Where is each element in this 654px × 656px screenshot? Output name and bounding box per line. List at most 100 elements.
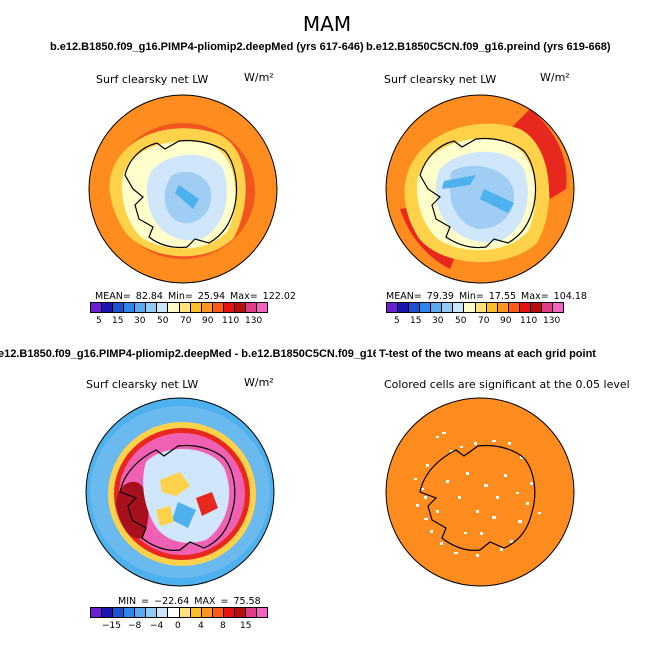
variable-label-top-left: Surf clearsky net LW bbox=[96, 73, 209, 86]
colorbar-swatch bbox=[201, 608, 213, 617]
non-significant-cells bbox=[414, 432, 541, 557]
colorbar-tick: 90 bbox=[500, 316, 512, 326]
colorbar-swatch bbox=[256, 303, 267, 312]
colorbar-swatch bbox=[442, 303, 454, 312]
colorbar-swatch bbox=[212, 303, 224, 312]
polar-map-bottom-left bbox=[85, 397, 275, 587]
warm-patch bbox=[160, 472, 190, 496]
panel-subtitle-bottom-right: Colored cells are significant at the 0.0… bbox=[384, 378, 630, 391]
colorbar-swatch bbox=[157, 608, 169, 617]
colorbar-swatch bbox=[168, 303, 180, 312]
colorbar-tick: 30 bbox=[134, 316, 146, 326]
stats-top-left: MEAN= 82.84 Min= 25.94 Max= 122.02 bbox=[95, 291, 296, 302]
colorbar-tick: 8 bbox=[220, 621, 226, 631]
colorbar-swatch bbox=[113, 303, 125, 312]
colorbar-swatch bbox=[201, 303, 213, 312]
significant-cells bbox=[386, 398, 574, 586]
colorbar-swatch bbox=[223, 303, 235, 312]
colorbar-swatch bbox=[245, 608, 257, 617]
colorbar-swatch bbox=[464, 303, 476, 312]
colorbar-swatch bbox=[541, 303, 553, 312]
colorbar-swatch bbox=[497, 303, 509, 312]
colorbar-tick: 130 bbox=[245, 316, 263, 326]
colorbar-swatch bbox=[245, 303, 257, 312]
colorbar-swatch bbox=[552, 303, 563, 312]
variable-label-bottom-left: Surf clearsky net LW bbox=[86, 378, 199, 391]
colorbar-tick: −8 bbox=[128, 621, 142, 631]
colorbar-swatch bbox=[453, 303, 465, 312]
polar-map-top-left bbox=[88, 94, 278, 284]
colorbar-tick: 5 bbox=[394, 316, 400, 326]
colorbar-swatch bbox=[508, 303, 520, 312]
colorbar-swatch bbox=[168, 608, 180, 617]
colorbar-swatch bbox=[530, 303, 542, 312]
colorbar-swatch bbox=[91, 608, 103, 617]
colorbar-tick: 15 bbox=[112, 316, 124, 326]
panel-title-bottom-right: T-test of the two means at each grid poi… bbox=[379, 348, 596, 360]
units-label-bottom-left: W/m² bbox=[244, 376, 274, 389]
colorbar-tick: −4 bbox=[150, 621, 164, 631]
colorbar-tick: 4 bbox=[198, 621, 204, 631]
cool-patch bbox=[172, 502, 196, 528]
stats-top-right: MEAN= 79.39 Min= 17.55 Max= 104.18 bbox=[386, 291, 587, 302]
colorbar-swatch bbox=[519, 303, 531, 312]
coastline bbox=[119, 444, 236, 551]
colorbar-swatch bbox=[223, 608, 235, 617]
ice-streak bbox=[480, 189, 514, 213]
colorbar-tick: 50 bbox=[157, 316, 169, 326]
colorbar-swatch bbox=[475, 303, 487, 312]
coastline bbox=[419, 444, 536, 551]
colorbar-swatch bbox=[420, 303, 432, 312]
colorbar-top-left bbox=[90, 302, 268, 313]
colorbar-tick: 5 bbox=[96, 316, 102, 326]
units-label-top-right: W/m² bbox=[540, 71, 570, 84]
colorbar-swatch bbox=[387, 303, 399, 312]
coastline bbox=[419, 137, 537, 249]
colorbar-swatch bbox=[234, 303, 246, 312]
figure-title: MAM bbox=[302, 12, 352, 36]
warm-patch bbox=[156, 506, 174, 526]
colorbar-swatch bbox=[157, 303, 169, 312]
polar-map-top-right bbox=[385, 94, 575, 284]
variable-label-top-right: Surf clearsky net LW bbox=[384, 73, 497, 86]
ice-streak bbox=[442, 175, 476, 189]
stats-bottom-left: MIN = −22.64 MAX = 75.58 bbox=[118, 596, 261, 607]
colorbar-tick: 0 bbox=[175, 621, 181, 631]
coastline bbox=[124, 139, 238, 249]
colorbar-tick: 130 bbox=[543, 316, 561, 326]
panel-title-top-left: b.e12.B1850.f09_g16.PIMP4-pliomip2.deepM… bbox=[50, 41, 364, 53]
colorbar-swatch bbox=[179, 608, 191, 617]
colorbar-swatch bbox=[409, 303, 421, 312]
colorbar-swatch bbox=[102, 608, 114, 617]
colorbar-swatch bbox=[190, 303, 202, 312]
colorbar-swatch bbox=[146, 608, 158, 617]
colorbar-swatch bbox=[234, 608, 246, 617]
colorbar-swatch bbox=[135, 608, 147, 617]
colorbar-tick: 30 bbox=[432, 316, 444, 326]
colorbar-tick: 70 bbox=[478, 316, 490, 326]
warm-patch bbox=[196, 492, 218, 516]
colorbar-tick: 50 bbox=[455, 316, 467, 326]
colorbar-swatch bbox=[190, 608, 202, 617]
colorbar-swatch bbox=[113, 608, 125, 617]
panel-title-top-right: b.e12.B1850C5CN.f09_g16.preind (yrs 619-… bbox=[366, 41, 611, 53]
colorbar-tick: 90 bbox=[202, 316, 214, 326]
colorbar-swatch bbox=[431, 303, 443, 312]
colorbar-swatch bbox=[135, 303, 147, 312]
colorbar-swatch bbox=[179, 303, 191, 312]
polar-map-bottom-right bbox=[385, 397, 575, 587]
units-label-top-left: W/m² bbox=[244, 71, 274, 84]
colorbar-tick: 110 bbox=[520, 316, 538, 326]
ice-streak bbox=[175, 185, 199, 209]
colorbar-tick: 70 bbox=[180, 316, 192, 326]
colorbar-swatch bbox=[124, 608, 136, 617]
colorbar-tick: −15 bbox=[102, 621, 121, 631]
colorbar-tick: 110 bbox=[222, 316, 240, 326]
colorbar-swatch bbox=[256, 608, 267, 617]
colorbar-tick: 15 bbox=[410, 316, 422, 326]
colorbar-swatch bbox=[91, 303, 103, 312]
colorbar-swatch bbox=[102, 303, 114, 312]
colorbar-top-right bbox=[386, 302, 564, 313]
colorbar-bottom-left bbox=[90, 607, 268, 618]
colorbar-swatch bbox=[146, 303, 158, 312]
